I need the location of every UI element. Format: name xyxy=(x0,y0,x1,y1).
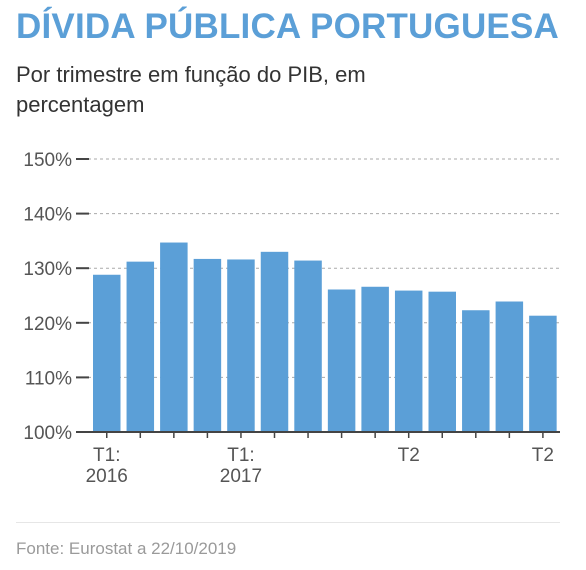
bar xyxy=(227,259,255,432)
bar xyxy=(294,260,322,432)
y-tick-label: 120% xyxy=(23,314,72,335)
source-note: Fonte: Eurostat a 22/10/2019 xyxy=(16,539,237,558)
bar xyxy=(126,261,155,432)
chart-title: DÍVIDA PÚBLICA PORTUGUESA xyxy=(16,7,559,46)
chart-subtitle: Por trimestre em função do PIB, em perce… xyxy=(16,62,366,117)
x-tick-label: T2 xyxy=(532,445,554,466)
y-tick-label: 150% xyxy=(23,150,72,171)
y-tick-label: 140% xyxy=(23,205,72,226)
bar xyxy=(260,251,289,432)
x-tick-label: T1: xyxy=(93,445,120,466)
x-tick-label: T2 xyxy=(398,445,420,466)
y-tick-label: 100% xyxy=(23,423,72,444)
bar xyxy=(160,242,188,432)
footer-divider xyxy=(16,522,560,523)
x-tick-label: T1: xyxy=(227,445,254,466)
bar xyxy=(93,274,121,432)
bar xyxy=(529,315,557,432)
bar xyxy=(193,258,222,432)
bar-chart: 100%110%120%130%140%150%T1:2016T1:2017T2… xyxy=(23,150,560,487)
x-tick-label: 2017 xyxy=(220,466,262,487)
y-tick-label: 130% xyxy=(23,259,72,280)
bar xyxy=(428,291,456,432)
bar xyxy=(462,310,490,432)
bar xyxy=(327,289,356,432)
bar xyxy=(495,301,524,432)
x-tick-label: 2016 xyxy=(86,466,128,487)
y-tick-label: 110% xyxy=(25,368,72,389)
bar xyxy=(361,286,389,432)
bar xyxy=(394,290,423,432)
